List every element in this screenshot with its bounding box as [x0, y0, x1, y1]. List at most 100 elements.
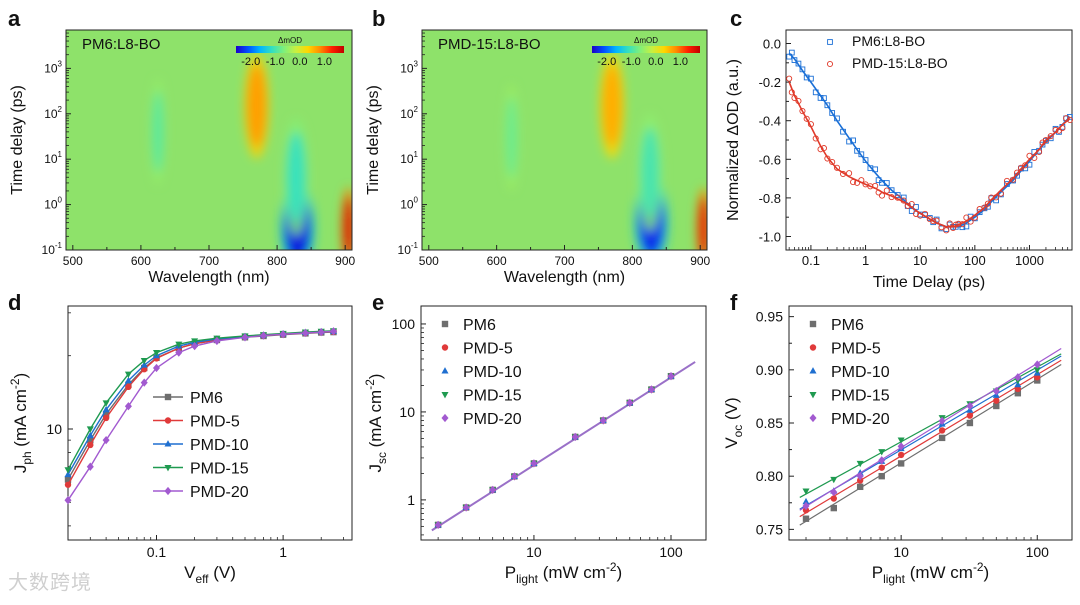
data-point [175, 348, 183, 357]
y-axis-title: Voc (V) [722, 397, 745, 448]
data-point [878, 464, 885, 471]
data-point [897, 437, 905, 444]
y-tick-label: 10 [46, 421, 62, 437]
y-axis-title-part: sc [375, 452, 389, 464]
heatmap-feature [506, 96, 517, 179]
x-axis-title-part: (mW cm [905, 563, 973, 582]
x-axis-title: Plight (mW cm-2) [505, 560, 622, 586]
data-point [802, 497, 810, 505]
data-point [462, 503, 470, 512]
x-tick-label: 100 [1026, 544, 1050, 560]
legend-marker [164, 393, 172, 401]
data-point [830, 504, 837, 512]
data-point [1033, 367, 1041, 374]
heatmap-feature [343, 196, 352, 250]
panel-letter-b: b [372, 6, 385, 31]
y-axis-title-part: V [722, 437, 741, 449]
data-point [966, 419, 974, 427]
data-point [913, 204, 919, 210]
x-tick-label: 600 [487, 254, 507, 268]
data-point [213, 336, 221, 346]
data-point [897, 451, 905, 459]
series-pmd-20 [64, 327, 338, 505]
x-axis-title-part: ) [617, 563, 623, 582]
legend-label: PMD-15 [831, 388, 890, 405]
data-point [140, 358, 148, 365]
x-axis-title-part: ) [984, 563, 990, 582]
data-point [981, 204, 988, 211]
legend-label: PMD-15 [463, 388, 522, 405]
x-axis-title-part: -2 [606, 560, 617, 574]
x-tick-label: 500 [419, 254, 439, 268]
data-point [86, 431, 94, 439]
data-point [175, 341, 183, 349]
y-axis-title-part: -2 [8, 378, 22, 389]
data-point [259, 331, 268, 340]
data-point [667, 372, 675, 381]
legend-marker [164, 440, 172, 447]
data-point [856, 460, 864, 468]
series-pmd-5 [799, 359, 1062, 518]
x-tick-label: 10 [526, 544, 542, 560]
x-tick-label: 10 [893, 544, 909, 560]
legend-label: PMD-15 [190, 461, 249, 478]
y-axis-title: Jsc (mA cm-2) [363, 374, 389, 473]
data-point [86, 462, 94, 471]
y-tick-label: 103 [400, 59, 418, 75]
y-axis-title-part: (V) [722, 397, 741, 424]
colorbar-tick-label: 0.0 [292, 56, 307, 68]
x-tick-label: 10 [913, 253, 927, 268]
data-point [1034, 374, 1041, 381]
data-point [317, 327, 325, 337]
y-axis-title-part: ) [11, 373, 30, 379]
chart-panel-d: 0.1 1 10 Veff (V) Jph (mA cm-2) PM6 PMD-5 PMD-1… [8, 305, 353, 586]
y-tick-label: 0.0 [763, 37, 781, 52]
data-point [530, 459, 538, 468]
x-axis-title-part: P [505, 563, 516, 582]
data-point [856, 483, 864, 491]
y-tick-exp: 3 [58, 59, 63, 68]
data-point [862, 157, 869, 163]
panel-letter-d: d [8, 290, 21, 315]
data-point [894, 192, 901, 198]
data-point [897, 460, 905, 467]
data-point [647, 385, 655, 394]
data-point [102, 435, 110, 445]
y-tick-label: 102 [44, 105, 62, 121]
data-point [966, 412, 974, 419]
x-axis-title: Wavelength (nm) [148, 269, 269, 286]
data-point [830, 495, 837, 502]
data-point [908, 208, 915, 214]
panel-title: PMD-15:L8-BO [438, 36, 541, 53]
data-point [803, 115, 810, 122]
x-axis-title: Veff (V) [184, 563, 236, 586]
data-point [966, 401, 974, 411]
legend-label: PMD-10 [463, 364, 522, 381]
data-point [1033, 360, 1041, 369]
data-point [1039, 141, 1046, 148]
data-point [329, 327, 338, 336]
x-tick-label: 1000 [1015, 253, 1044, 268]
x-tick-label: 100 [964, 253, 986, 268]
series-pmd-20 [799, 348, 1062, 511]
data-point [140, 361, 148, 368]
y-tick-label: -1.0 [759, 229, 781, 244]
y-tick-label: 0.80 [756, 468, 783, 484]
x-tick-label: 500 [63, 254, 83, 268]
x-tick-label: 1 [862, 253, 869, 268]
heatmap-panel-b: 500 600 700 800 90010-1100101102103Wavelengt… [365, 29, 711, 286]
x-tick-label: 600 [131, 254, 151, 268]
heatmap-panel-a: 500 600 700 800 90010-1100101102103Wavelengt… [9, 29, 356, 286]
y-tick-label: 0.95 [756, 309, 783, 325]
y-tick-label: 10 [399, 404, 415, 420]
x-axis-title-part: V [184, 563, 196, 582]
data-point [824, 102, 831, 109]
legend-marker [164, 417, 172, 424]
heatmap-features [150, 52, 352, 250]
y-tick-label: 10-1 [42, 241, 63, 257]
legend-label: PM6 [190, 390, 223, 407]
colorbar-tick-label: -2.0 [597, 56, 616, 68]
y-tick-label: 0.90 [756, 362, 783, 378]
y-tick-exp: -1 [55, 241, 63, 250]
